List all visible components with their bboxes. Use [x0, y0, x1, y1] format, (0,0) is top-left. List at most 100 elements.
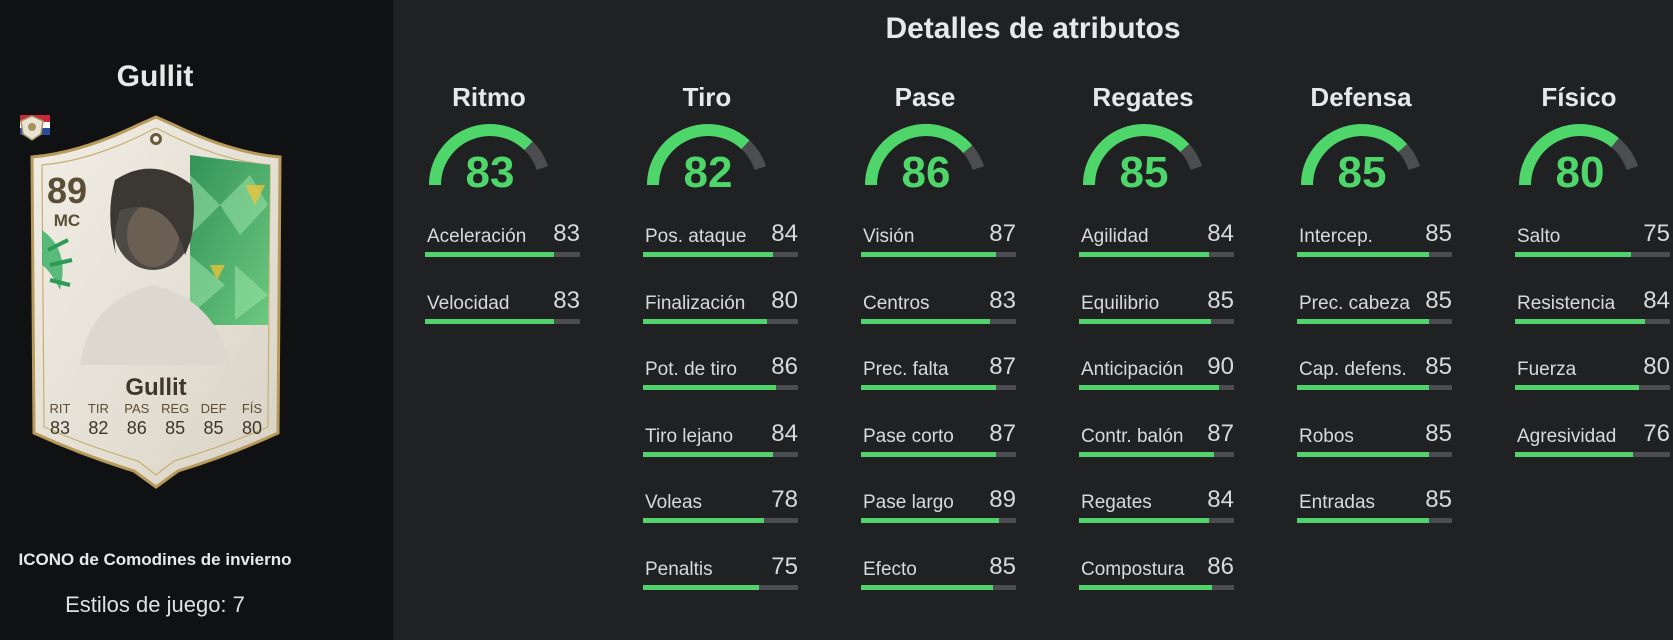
stat-value: 86 [771, 353, 798, 381]
category-title: Físico [1541, 82, 1617, 112]
card-stat-value: 85 [165, 418, 186, 438]
category-gauge: 86 [861, 120, 991, 198]
stat-row: Pos. ataque 84 [643, 220, 798, 272]
gauge-arc [647, 124, 767, 186]
card-stat: FÍS 80 [235, 401, 269, 439]
stat-bar-track [643, 451, 798, 457]
stat-bar-track [861, 451, 1016, 457]
category-gauge: 85 [1079, 120, 1209, 198]
stat-value: 85 [1207, 286, 1234, 314]
stat-value: 89 [989, 486, 1016, 514]
attribute-column: Ritmo 83 Aceleración 83 Velocidad 83 [409, 0, 580, 640]
category-value: 82 [683, 148, 733, 197]
card-rating: 89 [46, 170, 88, 211]
stat-name: Regates [1081, 492, 1152, 514]
stat-name: Agresividad [1517, 425, 1617, 447]
stat-bar-track [861, 318, 1016, 324]
stat-value: 83 [989, 286, 1016, 314]
stat-name: Compostura [1081, 559, 1185, 580]
stat-value: 75 [771, 553, 798, 580]
stat-bar-fill [861, 518, 999, 524]
stat-bar-fill [861, 252, 996, 257]
card-stat-label: REG [161, 401, 190, 416]
stat-name: Pase largo [863, 492, 954, 514]
card-stats: RIT 83 TIR 82 PAS 86 REG 85 DEF 85 FÍS 8… [43, 401, 269, 439]
stat-bar-fill [861, 318, 990, 324]
stat-bar-fill [1079, 518, 1210, 524]
stat-row: Fuerza 80 [1515, 353, 1670, 405]
stat-bar-fill [1079, 318, 1211, 324]
stat-bar-track [1297, 252, 1452, 257]
stat-bar-fill [643, 385, 777, 391]
stat-name: Pot. de tiro [645, 359, 737, 381]
stat-value: 84 [771, 419, 798, 447]
stat-row: Pase largo 89 [861, 486, 1016, 538]
stat-value: 84 [771, 220, 798, 247]
stat-row: Tiro lejano 84 [643, 419, 798, 472]
card-stat-value: 80 [241, 418, 262, 438]
stat-row: Resistencia 84 [1515, 287, 1670, 339]
stat-bar-track [1515, 451, 1670, 457]
stat-bar-track [1515, 385, 1670, 391]
stat-row: Penaltis 75 [643, 553, 798, 605]
stat-row: Equilibrio 85 [1079, 286, 1234, 339]
stat-value: 87 [989, 419, 1016, 447]
stat-row: Contr. balón 87 [1079, 420, 1234, 472]
stat-name: Centros [863, 292, 930, 314]
card-stat-label: DEF [200, 401, 227, 416]
attribute-column: Tiro 82 Pos. ataque 84 Finalización 80 Pot. de… [627, 0, 798, 640]
stat-bar-track [1297, 451, 1452, 457]
stat-bar-track [1297, 318, 1452, 324]
stat-row: Voleas 78 [643, 486, 798, 538]
stat-name: Pos. ataque [645, 226, 747, 247]
attribute-column: Físico 80 Salto 75 Resistencia 84 Fuerza 80 Agre… [1499, 0, 1670, 640]
category-value: 80 [1555, 148, 1605, 197]
gauge-fill [647, 124, 750, 186]
card-stat: TIR 82 [81, 401, 115, 439]
stat-row: Robos 85 [1297, 420, 1452, 472]
stat-bar-track [1079, 318, 1234, 324]
stat-name: Robos [1299, 425, 1354, 447]
stat-name: Entradas [1299, 492, 1376, 514]
player-card: 89 MC Gullit RIT 83 TIR 82 PAS 86 REG 85 [20, 115, 292, 491]
category-gauge: 85 [1297, 120, 1427, 198]
stat-bar-fill [861, 385, 996, 391]
stat-row: Regates 84 [1079, 486, 1234, 538]
stat-bar-fill [861, 585, 993, 590]
stat-value: 83 [553, 220, 580, 247]
stat-bar-fill [643, 451, 774, 457]
stat-row: Agilidad 84 [1079, 220, 1234, 272]
stat-bar-fill [643, 252, 774, 257]
attribute-column: Defensa 85 Intercep. 85 Prec. cabeza 85 Cap. d… [1281, 0, 1452, 640]
gauge-fill [1519, 124, 1619, 186]
category-title: Regates [1092, 82, 1194, 112]
stat-bar-track [1515, 318, 1670, 324]
stat-name: Salto [1517, 226, 1561, 247]
attribute-details-title: Detalles de atributos [885, 12, 1181, 45]
stat-value: 87 [989, 220, 1016, 247]
stat-bar-fill [1297, 385, 1429, 391]
stat-bar-track [861, 585, 1016, 590]
stat-name: Fuerza [1517, 359, 1577, 381]
stat-bar-fill [425, 252, 554, 257]
stat-bar-track [425, 252, 580, 257]
stat-row: Cap. defens. 85 [1297, 353, 1452, 405]
stat-name: Prec. cabeza [1299, 292, 1410, 314]
stat-row: Centros 83 [861, 286, 1016, 339]
card-stat-value: 85 [203, 418, 224, 438]
stat-value: 90 [1207, 353, 1234, 381]
stat-value: 84 [1207, 486, 1234, 514]
stat-bar-fill [861, 451, 996, 457]
stat-bar-fill [1079, 252, 1210, 257]
stat-row: Compostura 86 [1079, 553, 1234, 605]
stat-value: 80 [771, 286, 798, 314]
card-stat: RIT 83 [43, 401, 77, 439]
stat-name: Contr. balón [1081, 425, 1184, 447]
category-value: 86 [901, 148, 951, 197]
attribute-column: Pase 86 Visión 87 Centros 83 Prec. falta 87 Pase… [845, 0, 1016, 640]
stat-bar-fill [1297, 518, 1429, 524]
stat-bar-fill [1079, 385, 1219, 391]
stat-name: Anticipación [1081, 359, 1184, 381]
gauge-arc [429, 124, 549, 186]
gauge-fill [429, 124, 533, 186]
